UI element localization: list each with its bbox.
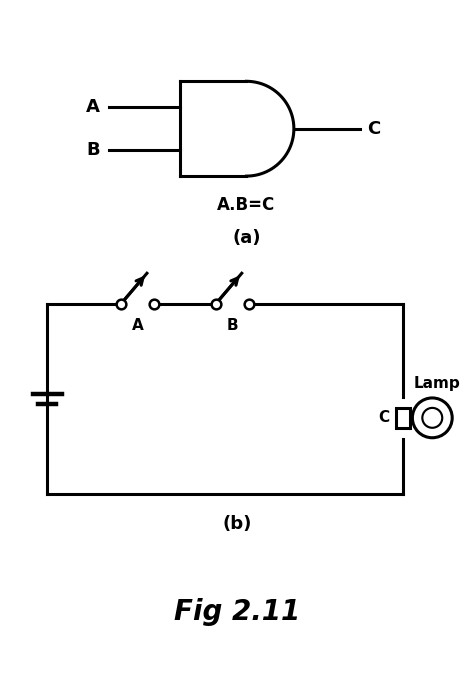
Text: (b): (b) <box>222 516 252 534</box>
Text: A: A <box>86 98 100 116</box>
Text: A.B=C: A.B=C <box>218 196 275 213</box>
Text: B: B <box>86 141 100 159</box>
Text: C: C <box>367 120 381 137</box>
Text: B: B <box>227 318 238 333</box>
Circle shape <box>412 398 452 438</box>
Text: C: C <box>378 410 389 425</box>
Text: A: A <box>132 318 143 333</box>
Text: Fig 2.11: Fig 2.11 <box>174 598 300 626</box>
Bar <box>396 408 410 428</box>
Circle shape <box>422 408 442 428</box>
Text: Lamp: Lamp <box>414 376 460 391</box>
Text: (a): (a) <box>232 228 261 247</box>
